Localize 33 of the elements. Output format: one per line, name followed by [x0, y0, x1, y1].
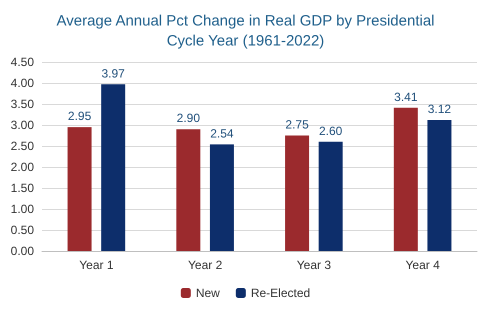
data-label: 2.54	[210, 126, 234, 140]
data-label: 3.12	[428, 102, 452, 116]
data-label: 2.75	[285, 118, 310, 132]
bar	[68, 127, 92, 251]
x-tick-label: Year 2	[188, 258, 223, 272]
bar	[101, 84, 126, 251]
x-tick-label: Year 3	[296, 258, 332, 272]
y-tick-label: 2.00	[10, 160, 34, 174]
data-label: 3.97	[101, 66, 126, 80]
bar	[318, 142, 343, 251]
data-label: 2.95	[68, 109, 92, 124]
bar	[427, 120, 452, 251]
bar	[394, 108, 418, 251]
legend-label: New	[196, 286, 220, 300]
y-tick-label: 4.50	[10, 55, 34, 69]
x-tick-label: Year 1	[79, 258, 114, 272]
bar	[285, 136, 310, 251]
y-tick-label: 1.50	[10, 181, 34, 195]
data-label: 3.41	[394, 90, 418, 104]
bar	[176, 129, 200, 251]
legend-label: Re-Elected	[250, 286, 310, 300]
y-tick-label: 4.00	[10, 76, 34, 90]
bar	[210, 144, 234, 251]
y-tick-label: 0.00	[10, 244, 34, 258]
y-tick-label: 2.50	[10, 139, 34, 153]
y-tick-label: 0.50	[10, 223, 34, 237]
data-label: 2.60	[318, 124, 343, 138]
x-tick-label: Year 4	[405, 258, 440, 272]
chart-title: Average Annual Pct Change in Real GDP by Presidential Cycle Year (1961-2022)	[56, 12, 435, 50]
y-tick-label: 3.00	[10, 118, 34, 132]
y-tick-label: 3.50	[10, 97, 34, 111]
data-label: 2.90	[176, 111, 200, 126]
y-tick-label: 1.00	[10, 202, 34, 216]
